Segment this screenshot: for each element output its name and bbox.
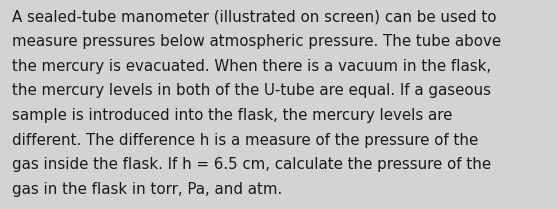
Text: measure pressures below atmospheric pressure. The tube above: measure pressures below atmospheric pres… — [12, 34, 502, 49]
Text: gas in the flask in torr, Pa, and atm.: gas in the flask in torr, Pa, and atm. — [12, 182, 282, 197]
Text: sample is introduced into the flask, the mercury levels are: sample is introduced into the flask, the… — [12, 108, 453, 123]
Text: different. The difference h is a measure of the pressure of the: different. The difference h is a measure… — [12, 133, 479, 148]
Text: A sealed-tube manometer (illustrated on screen) can be used to: A sealed-tube manometer (illustrated on … — [12, 9, 497, 24]
Text: the mercury is evacuated. When there is a vacuum in the flask,: the mercury is evacuated. When there is … — [12, 59, 492, 74]
Text: gas inside the flask. If h = 6.5 cm, calculate the pressure of the: gas inside the flask. If h = 6.5 cm, cal… — [12, 157, 492, 172]
Text: the mercury levels in both of the U-tube are equal. If a gaseous: the mercury levels in both of the U-tube… — [12, 83, 491, 98]
